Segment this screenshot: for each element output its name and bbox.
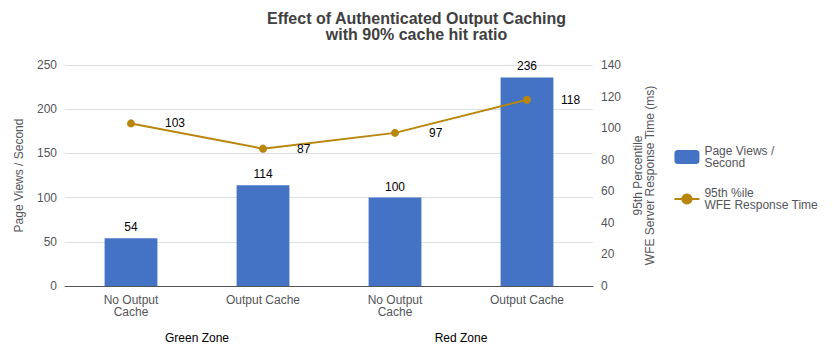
svg-text:118: 118 — [561, 93, 580, 107]
svg-text:WFE Response Time: WFE Response Time — [704, 198, 818, 212]
svg-text:140: 140 — [601, 58, 621, 72]
svg-text:60: 60 — [601, 184, 615, 198]
svg-text:50: 50 — [44, 235, 58, 249]
svg-text:114: 114 — [253, 167, 272, 181]
svg-text:40: 40 — [601, 216, 615, 230]
svg-text:80: 80 — [601, 153, 615, 167]
svg-text:236: 236 — [517, 59, 537, 73]
svg-text:0: 0 — [50, 279, 57, 293]
svg-text:200: 200 — [37, 102, 57, 116]
svg-text:Page Views / Second: Page Views / Second — [12, 119, 26, 233]
svg-text:Second: Second — [704, 156, 745, 170]
svg-text:with 90% cache hit ratio: with 90% cache hit ratio — [325, 26, 508, 43]
svg-text:100: 100 — [385, 180, 405, 194]
svg-text:Cache: Cache — [378, 305, 413, 319]
svg-text:95th Percentile: 95th Percentile — [630, 135, 645, 216]
svg-text:Cache: Cache — [114, 305, 149, 319]
svg-text:Output Cache: Output Cache — [490, 293, 564, 307]
svg-text:20: 20 — [601, 247, 615, 261]
svg-text:Page Views /: Page Views / — [704, 144, 775, 158]
svg-text:Red Zone: Red Zone — [435, 331, 488, 345]
svg-text:0: 0 — [601, 279, 608, 293]
svg-text:54: 54 — [124, 220, 138, 234]
svg-text:95th %ile: 95th %ile — [704, 186, 754, 200]
svg-text:WFE Server Response Time (ms): WFE Server Response Time (ms) — [643, 86, 657, 265]
svg-text:97: 97 — [429, 126, 443, 140]
svg-text:100: 100 — [37, 191, 57, 205]
svg-text:Effect of Authenticated Output: Effect of Authenticated Output Caching — [267, 10, 566, 27]
svg-text:103: 103 — [165, 116, 185, 130]
svg-text:Output Cache: Output Cache — [226, 293, 300, 307]
svg-text:87: 87 — [297, 142, 311, 156]
svg-text:Green Zone: Green Zone — [165, 331, 229, 345]
svg-text:No Output: No Output — [103, 293, 159, 307]
svg-text:No Output: No Output — [367, 293, 423, 307]
svg-text:150: 150 — [37, 146, 57, 160]
svg-text:250: 250 — [37, 58, 57, 72]
svg-text:100: 100 — [601, 121, 621, 135]
svg-text:120: 120 — [601, 90, 621, 104]
